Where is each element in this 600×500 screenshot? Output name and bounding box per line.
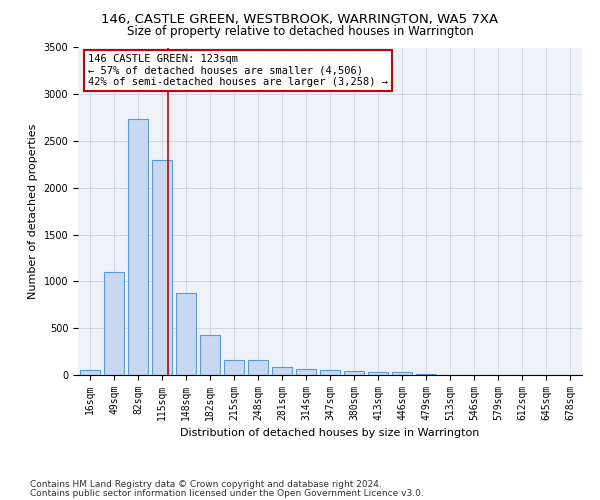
- Bar: [152, 160, 172, 375]
- Bar: [368, 372, 388, 375]
- Text: 146, CASTLE GREEN, WESTBROOK, WARRINGTON, WA5 7XA: 146, CASTLE GREEN, WESTBROOK, WARRINGTON…: [101, 12, 499, 26]
- Text: Size of property relative to detached houses in Warrington: Size of property relative to detached ho…: [127, 25, 473, 38]
- Bar: [200, 335, 220, 375]
- Bar: [320, 370, 340, 375]
- Bar: [416, 374, 436, 375]
- Bar: [176, 293, 196, 375]
- Bar: [344, 371, 364, 375]
- Bar: [224, 360, 244, 375]
- X-axis label: Distribution of detached houses by size in Warrington: Distribution of detached houses by size …: [181, 428, 479, 438]
- Bar: [248, 360, 268, 375]
- Bar: [296, 370, 316, 375]
- Bar: [80, 370, 100, 375]
- Text: Contains public sector information licensed under the Open Government Licence v3: Contains public sector information licen…: [30, 488, 424, 498]
- Text: Contains HM Land Registry data © Crown copyright and database right 2024.: Contains HM Land Registry data © Crown c…: [30, 480, 382, 489]
- Bar: [104, 272, 124, 375]
- Bar: [392, 372, 412, 375]
- Y-axis label: Number of detached properties: Number of detached properties: [28, 124, 38, 299]
- Text: 146 CASTLE GREEN: 123sqm
← 57% of detached houses are smaller (4,506)
42% of sem: 146 CASTLE GREEN: 123sqm ← 57% of detach…: [88, 54, 388, 87]
- Bar: [128, 118, 148, 375]
- Bar: [272, 367, 292, 375]
